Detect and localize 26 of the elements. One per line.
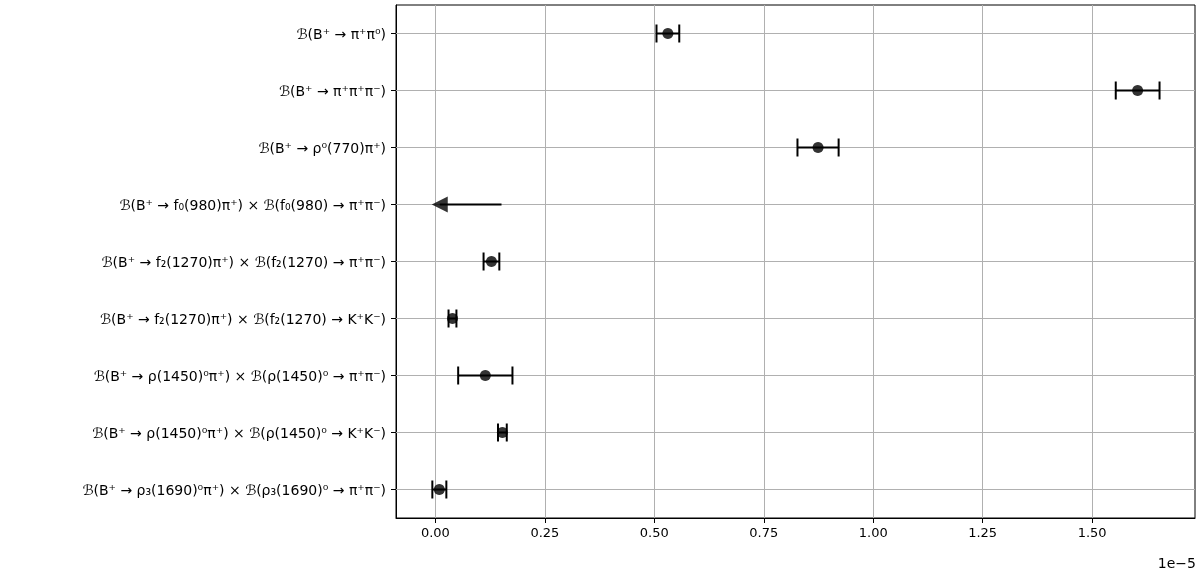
x-tick-label: 0.50 [639, 525, 669, 540]
point [446, 313, 458, 324]
y-tick-label: ℬ(B⁺ → f₂(1270)π⁺) × ℬ(f₂(1270) → π⁺π⁻) [101, 253, 386, 270]
y-tick-label: ℬ(B⁺ → ρ⁰(770)π⁺) [258, 139, 386, 156]
y-tick-label: ℬ(B⁺ → f₀(980)π⁺) × ℬ(f₀(980) → π⁺π⁻) [119, 196, 386, 213]
point [662, 28, 674, 39]
point [431, 196, 448, 213]
x-tick-label: 1.50 [1077, 525, 1107, 540]
point [496, 427, 508, 438]
x-tick-label: 1.25 [968, 525, 998, 540]
point [1132, 85, 1144, 96]
x-axis-title: 1e−5 [1157, 555, 1197, 571]
y-tick-label: ℬ(B⁺ → ρ(1450)⁰π⁺) × ℬ(ρ(1450)⁰ → K⁺K⁻) [92, 424, 386, 441]
point [479, 370, 491, 381]
y-tick-label: ℬ(B⁺ → ρ(1450)⁰π⁺) × ℬ(ρ(1450)⁰ → π⁺π⁻) [93, 367, 386, 384]
point [812, 142, 824, 153]
point [485, 256, 497, 267]
y-tick-label: ℬ(B⁺ → π⁺π⁺π⁻) [278, 82, 386, 99]
y-tick-label: ℬ(B⁺ → ρ₃(1690)⁰π⁺) × ℬ(ρ₃(1690)⁰ → π⁺π⁻) [82, 481, 386, 498]
point [433, 484, 445, 495]
y-tick-label: ℬ(B⁺ → f₂(1270)π⁺) × ℬ(f₂(1270) → K⁺K⁻) [100, 310, 386, 327]
x-tick-label: 1.00 [858, 525, 888, 540]
x-tick-label: 0.75 [749, 525, 779, 540]
x-tick-label: 0.25 [530, 525, 560, 540]
x-tick-label: 0.00 [420, 525, 450, 540]
y-tick-label: ℬ(B⁺ → π⁺π⁰) [296, 25, 386, 42]
